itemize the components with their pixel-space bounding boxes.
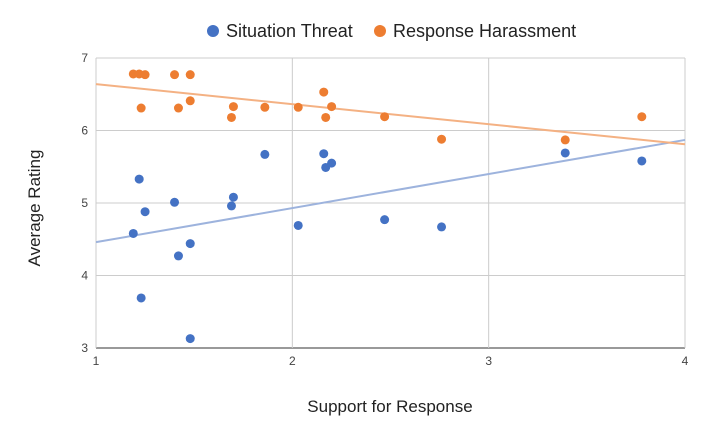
data-point-series-0	[136, 293, 146, 303]
x-tick-label: 1	[93, 354, 100, 368]
data-point-series-0	[134, 174, 144, 184]
data-point-series-1	[185, 70, 195, 80]
trendline-series-1	[95, 83, 686, 146]
x-tick-label: 4	[682, 354, 689, 368]
data-point-series-1	[560, 135, 570, 145]
data-point-series-0	[185, 239, 195, 249]
y-tick-label: 3	[81, 341, 88, 355]
x-tick-label: 2	[289, 354, 296, 368]
data-point-series-0	[260, 149, 270, 159]
y-axis-title: Average Rating	[25, 150, 44, 267]
grid	[95, 57, 686, 349]
data-point-series-0	[170, 197, 180, 207]
legend: Situation Threat Response Harassment	[207, 21, 576, 41]
trendlines	[95, 83, 686, 244]
x-axis-title: Support for Response	[307, 397, 472, 416]
data-point-series-1	[637, 112, 647, 122]
data-point-series-1	[260, 102, 270, 112]
data-point-series-1	[140, 70, 150, 80]
data-point-series-0	[228, 192, 238, 202]
y-tick-label: 4	[81, 269, 88, 283]
data-point-series-0	[327, 158, 337, 168]
data-point-series-1	[437, 134, 447, 144]
legend-marker	[374, 25, 386, 37]
data-point-series-1	[173, 103, 183, 113]
data-point-series-0	[437, 222, 447, 232]
data-point-series-1	[228, 102, 238, 112]
data-point-series-1	[327, 102, 337, 112]
data-point-series-1	[226, 112, 236, 122]
data-point-series-0	[293, 220, 303, 230]
trendline-series-0	[95, 138, 686, 244]
y-tick-label: 6	[81, 124, 88, 138]
data-point-series-1	[136, 103, 146, 113]
data-point-series-0	[319, 149, 329, 159]
data-point-series-0	[560, 148, 570, 158]
data-point-series-1	[170, 70, 180, 80]
data-point-series-0	[226, 201, 236, 211]
data-point-series-1	[293, 102, 303, 112]
data-point-series-0	[637, 156, 647, 166]
data-point-series-1	[319, 87, 329, 97]
data-point-series-1	[380, 112, 390, 122]
y-tick-label: 5	[81, 196, 88, 210]
legend-label: Response Harassment	[393, 21, 576, 41]
legend-label: Situation Threat	[226, 21, 353, 41]
x-tick-label: 3	[485, 354, 492, 368]
data-point-series-1	[185, 96, 195, 106]
data-point-series-0	[185, 334, 195, 344]
data-point-series-1	[321, 112, 331, 122]
data-point-series-0	[140, 207, 150, 217]
tick-labels: 3 4 5 6 7 1 2 3 4	[81, 51, 688, 368]
legend-marker	[207, 25, 219, 37]
data-point-series-0	[128, 228, 138, 238]
data-point-series-0	[380, 215, 390, 225]
data-points	[128, 69, 647, 344]
data-point-series-0	[173, 251, 183, 261]
y-tick-label: 7	[81, 51, 88, 65]
